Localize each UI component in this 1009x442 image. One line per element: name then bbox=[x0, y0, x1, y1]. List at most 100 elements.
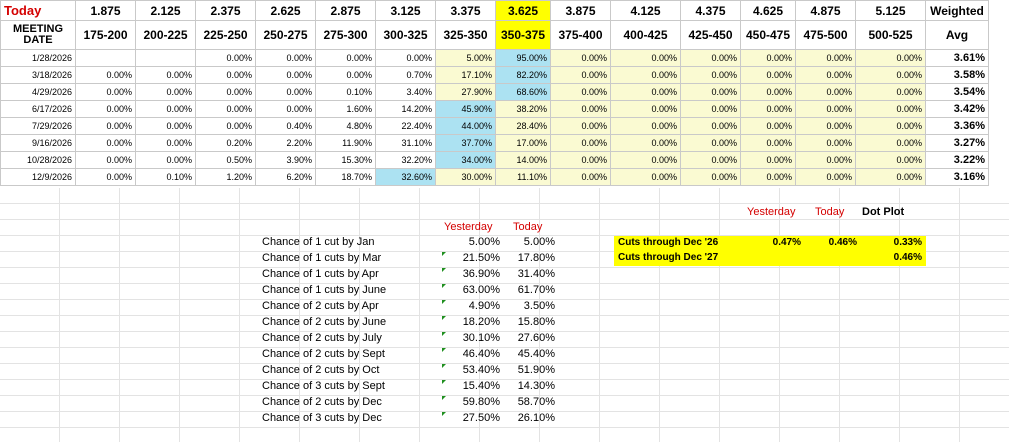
probability-cell[interactable]: 0.00% bbox=[795, 49, 856, 67]
meeting-date-cell[interactable]: 1/28/2026 bbox=[0, 49, 76, 67]
probability-cell[interactable]: 0.00% bbox=[680, 151, 741, 169]
probability-cell[interactable]: 4.80% bbox=[315, 117, 376, 135]
meeting-date-label[interactable]: MEETING DATE bbox=[0, 20, 76, 50]
cuts-dec26-dotplot[interactable]: 0.33% bbox=[893, 237, 922, 248]
range-header-7[interactable]: 350-375 bbox=[495, 20, 551, 50]
rate-header-0[interactable]: 1.875 bbox=[75, 0, 136, 21]
chance-yesterday-value[interactable]: 53.40% bbox=[462, 364, 500, 376]
probability-cell[interactable]: 18.70% bbox=[315, 168, 376, 186]
probability-cell[interactable]: 0.00% bbox=[855, 134, 926, 152]
chance-today-value[interactable]: 51.90% bbox=[517, 364, 555, 376]
probability-cell[interactable] bbox=[135, 49, 196, 67]
probability-cell[interactable]: 0.00% bbox=[135, 117, 196, 135]
weighted-avg-cell[interactable]: 3.27% bbox=[925, 134, 989, 152]
today-label[interactable]: Today bbox=[0, 0, 76, 21]
rate-header-4[interactable]: 2.875 bbox=[315, 0, 376, 21]
probability-cell[interactable]: 5.00% bbox=[435, 49, 496, 67]
probability-cell[interactable]: 0.00% bbox=[135, 134, 196, 152]
probability-cell[interactable]: 0.00% bbox=[855, 83, 926, 101]
probability-cell[interactable]: 95.00% bbox=[495, 49, 551, 67]
probability-cell[interactable]: 15.30% bbox=[315, 151, 376, 169]
probability-cell[interactable]: 0.00% bbox=[610, 66, 681, 84]
chance-label[interactable]: Chance of 3 cuts by Dec bbox=[262, 412, 382, 424]
probability-cell[interactable]: 1.20% bbox=[195, 168, 256, 186]
probability-cell[interactable]: 45.90% bbox=[435, 100, 496, 118]
probability-cell[interactable]: 0.00% bbox=[855, 100, 926, 118]
probability-cell[interactable]: 82.20% bbox=[495, 66, 551, 84]
rate-header-13[interactable]: 5.125 bbox=[855, 0, 926, 21]
probability-cell[interactable]: 11.90% bbox=[315, 134, 376, 152]
chance-yesterday-value[interactable]: 15.40% bbox=[462, 380, 500, 392]
weighted-avg-cell[interactable]: 3.22% bbox=[925, 151, 989, 169]
rate-header-6[interactable]: 3.375 bbox=[435, 0, 496, 21]
cuts-today-header[interactable]: Today bbox=[815, 206, 845, 218]
probability-cell[interactable]: 0.00% bbox=[680, 134, 741, 152]
chance-label[interactable]: Chance of 1 cuts by Mar bbox=[262, 252, 382, 264]
dot-plot-header[interactable]: Dot Plot bbox=[862, 206, 905, 218]
probability-cell[interactable]: 0.00% bbox=[550, 117, 611, 135]
chance-today-value[interactable]: 61.70% bbox=[517, 284, 555, 296]
probability-cell[interactable]: 0.00% bbox=[740, 66, 796, 84]
probability-cell[interactable]: 0.00% bbox=[135, 83, 196, 101]
cuts-yesterday-header[interactable]: Yesterday bbox=[747, 206, 796, 218]
probability-cell[interactable]: 0.00% bbox=[610, 168, 681, 186]
probability-cell[interactable]: 38.20% bbox=[495, 100, 551, 118]
meeting-date-cell[interactable]: 12/9/2026 bbox=[0, 168, 76, 186]
probability-cell[interactable]: 0.00% bbox=[255, 49, 316, 67]
probability-cell[interactable]: 0.00% bbox=[795, 83, 856, 101]
meeting-date-cell[interactable]: 10/28/2026 bbox=[0, 151, 76, 169]
chance-label[interactable]: Chance of 2 cuts by Dec bbox=[262, 396, 382, 408]
range-header-3[interactable]: 250-275 bbox=[255, 20, 316, 50]
range-header-5[interactable]: 300-325 bbox=[375, 20, 436, 50]
chance-today-value[interactable]: 17.80% bbox=[517, 252, 555, 264]
probability-cell[interactable]: 0.00% bbox=[135, 151, 196, 169]
probability-cell[interactable]: 0.00% bbox=[610, 83, 681, 101]
probability-cell[interactable]: 0.00% bbox=[550, 134, 611, 152]
probability-cell[interactable]: 0.00% bbox=[680, 168, 741, 186]
chance-label[interactable]: Chance of 1 cuts by Apr bbox=[262, 268, 379, 280]
probability-cell[interactable]: 0.00% bbox=[740, 83, 796, 101]
probability-cell[interactable]: 0.00% bbox=[795, 134, 856, 152]
probability-cell[interactable]: 0.00% bbox=[795, 151, 856, 169]
probability-cell[interactable]: 0.00% bbox=[75, 151, 136, 169]
probability-cell[interactable]: 0.00% bbox=[740, 151, 796, 169]
probability-cell[interactable]: 0.00% bbox=[75, 117, 136, 135]
probability-cell[interactable] bbox=[75, 49, 136, 67]
probability-cell[interactable]: 0.00% bbox=[855, 117, 926, 135]
rate-header-1[interactable]: 2.125 bbox=[135, 0, 196, 21]
range-header-0[interactable]: 175-200 bbox=[75, 20, 136, 50]
cuts-dec26-yesterday[interactable]: 0.47% bbox=[772, 237, 801, 248]
probability-cell[interactable]: 34.00% bbox=[435, 151, 496, 169]
probability-cell[interactable]: 0.00% bbox=[795, 168, 856, 186]
probability-cell[interactable]: 0.00% bbox=[795, 100, 856, 118]
probability-cell[interactable]: 0.00% bbox=[135, 100, 196, 118]
probability-cell[interactable]: 0.00% bbox=[255, 100, 316, 118]
probability-cell[interactable]: 0.00% bbox=[315, 49, 376, 67]
probability-cell[interactable]: 0.10% bbox=[315, 83, 376, 101]
probability-cell[interactable]: 0.00% bbox=[550, 168, 611, 186]
probability-cell[interactable]: 0.00% bbox=[195, 66, 256, 84]
range-header-12[interactable]: 475-500 bbox=[795, 20, 856, 50]
rate-header-3[interactable]: 2.625 bbox=[255, 0, 316, 21]
rate-header-5[interactable]: 3.125 bbox=[375, 0, 436, 21]
probability-cell[interactable]: 22.40% bbox=[375, 117, 436, 135]
probability-cell[interactable]: 0.00% bbox=[195, 49, 256, 67]
probability-cell[interactable]: 31.10% bbox=[375, 134, 436, 152]
rate-header-9[interactable]: 4.125 bbox=[610, 0, 681, 21]
probability-cell[interactable]: 0.00% bbox=[255, 83, 316, 101]
probability-cell[interactable]: 0.00% bbox=[75, 66, 136, 84]
probability-cell[interactable]: 0.00% bbox=[550, 100, 611, 118]
rate-header-7[interactable]: 3.625 bbox=[495, 0, 551, 21]
rate-header-10[interactable]: 4.375 bbox=[680, 0, 741, 21]
rate-header-11[interactable]: 4.625 bbox=[740, 0, 796, 21]
range-header-2[interactable]: 225-250 bbox=[195, 20, 256, 50]
probability-cell[interactable]: 0.00% bbox=[855, 151, 926, 169]
meeting-date-cell[interactable]: 6/17/2026 bbox=[0, 100, 76, 118]
probability-cell[interactable]: 0.00% bbox=[195, 100, 256, 118]
probability-cell[interactable]: 1.60% bbox=[315, 100, 376, 118]
chance-today-value[interactable]: 14.30% bbox=[517, 380, 555, 392]
range-header-8[interactable]: 375-400 bbox=[550, 20, 611, 50]
meeting-date-cell[interactable]: 9/16/2026 bbox=[0, 134, 76, 152]
chance-today-value[interactable]: 31.40% bbox=[517, 268, 555, 280]
range-header-4[interactable]: 275-300 bbox=[315, 20, 376, 50]
